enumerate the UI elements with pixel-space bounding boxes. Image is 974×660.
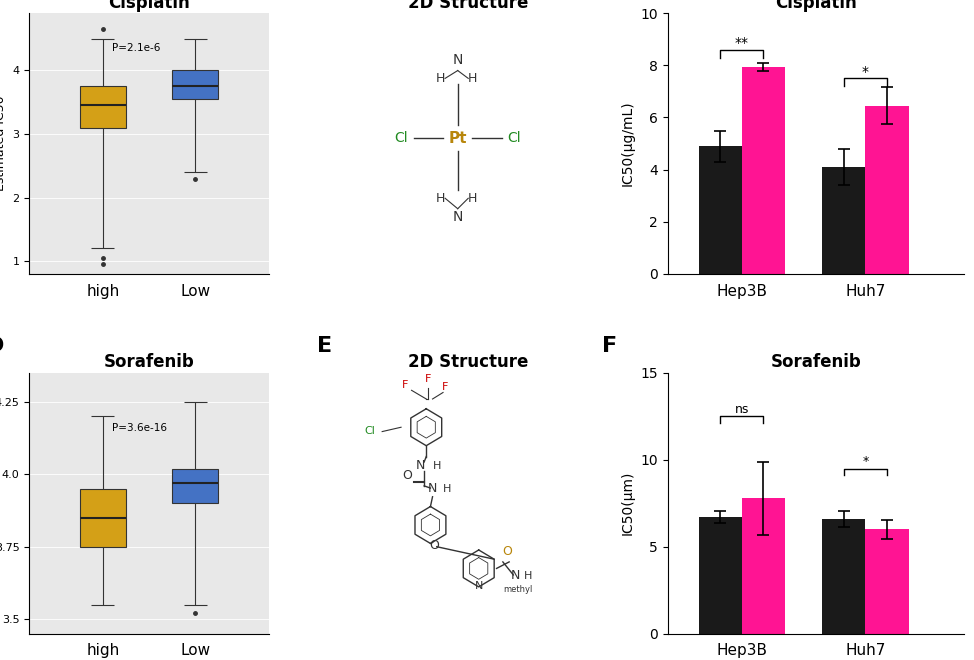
Text: H: H <box>436 72 446 85</box>
Title: Sorafenib: Sorafenib <box>770 353 861 372</box>
Text: N: N <box>415 459 425 471</box>
Bar <box>742 498 785 634</box>
Text: *: * <box>862 455 869 468</box>
Text: *: * <box>862 65 869 79</box>
FancyBboxPatch shape <box>80 489 126 546</box>
Text: Cl: Cl <box>394 131 408 145</box>
FancyBboxPatch shape <box>80 86 126 127</box>
Bar <box>822 519 865 634</box>
Text: H: H <box>436 192 446 205</box>
Text: **: ** <box>734 36 749 50</box>
Bar <box>698 146 742 274</box>
Title: Sorafenib: Sorafenib <box>103 353 195 372</box>
Text: H: H <box>468 192 477 205</box>
Text: H: H <box>432 461 441 471</box>
Text: methyl: methyl <box>503 585 532 594</box>
Text: N: N <box>510 570 520 582</box>
Bar <box>742 67 785 274</box>
Text: H: H <box>468 72 477 85</box>
Text: H: H <box>524 572 532 581</box>
Title: Cisplatin: Cisplatin <box>108 0 190 12</box>
Text: ns: ns <box>734 403 749 416</box>
Title: Cisplatin: Cisplatin <box>775 0 857 12</box>
Text: P=3.6e-16: P=3.6e-16 <box>112 423 168 433</box>
FancyBboxPatch shape <box>172 469 218 504</box>
Text: D: D <box>0 336 5 356</box>
Text: F: F <box>442 382 448 392</box>
Text: N: N <box>453 53 463 67</box>
Title: 2D Structure: 2D Structure <box>408 353 529 372</box>
Title: 2D Structure: 2D Structure <box>408 0 529 12</box>
Text: Pt: Pt <box>448 131 467 146</box>
Text: N: N <box>453 209 463 224</box>
Bar <box>865 529 909 634</box>
Text: E: E <box>318 336 332 356</box>
Text: Cl: Cl <box>507 131 521 145</box>
Bar <box>865 106 909 274</box>
Text: N: N <box>474 581 483 591</box>
Bar <box>822 167 865 274</box>
Text: F: F <box>602 336 618 356</box>
Bar <box>698 517 742 634</box>
Text: O: O <box>503 545 512 558</box>
Y-axis label: IC50(μm): IC50(μm) <box>620 471 635 535</box>
FancyBboxPatch shape <box>172 71 218 99</box>
Text: Cl: Cl <box>364 426 375 436</box>
Y-axis label: Estimated IC50: Estimated IC50 <box>0 96 7 191</box>
Text: O: O <box>430 539 439 552</box>
Text: O: O <box>402 469 412 482</box>
Text: P=2.1e-6: P=2.1e-6 <box>112 44 161 53</box>
Text: F: F <box>426 374 431 383</box>
Text: H: H <box>443 484 451 494</box>
Y-axis label: IC50(μg/mL): IC50(μg/mL) <box>620 101 635 186</box>
Text: N: N <box>428 482 437 496</box>
Text: F: F <box>402 380 408 390</box>
